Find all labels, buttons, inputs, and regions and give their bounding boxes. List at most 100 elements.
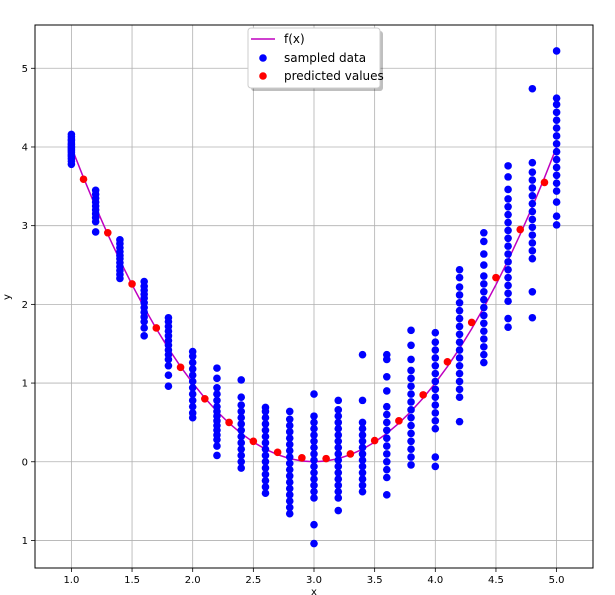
sampled-data-point [261, 445, 270, 453]
sampled-data-point [67, 130, 76, 139]
x-tick-label: 3.0 [306, 575, 322, 586]
sampled-data-point [358, 468, 367, 477]
sampled-data-point [261, 476, 270, 485]
sampled-data-point [213, 402, 221, 411]
sampled-data-point [382, 410, 391, 419]
sampled-data-point [310, 431, 318, 439]
sampled-data-point [407, 382, 415, 391]
sampled-data-point [358, 350, 367, 359]
x-tick-label: 2.5 [245, 575, 261, 586]
sampled-data-point [334, 443, 343, 452]
sampled-data-point [213, 451, 221, 460]
sampled-data-point [528, 215, 537, 224]
sampled-data-point [188, 358, 197, 367]
sampled-data-point [480, 350, 488, 359]
sampled-data-point [310, 390, 318, 398]
legend-label-predicted: predicted values [284, 69, 384, 83]
sampled-data-point [455, 338, 464, 346]
sampled-data-point [480, 280, 488, 288]
sampled-data-point [310, 437, 318, 446]
sampled-data-point [237, 457, 246, 466]
sampled-data-point [431, 453, 440, 461]
sampled-data-point [431, 354, 440, 362]
sampled-data-point [504, 202, 512, 211]
sampled-data-point [237, 439, 246, 447]
sampled-data-point [213, 396, 221, 405]
sampled-data-point [285, 478, 294, 487]
sampled-data-point [261, 464, 270, 472]
sampled-data-point [382, 442, 391, 450]
sampled-data-point [455, 361, 464, 370]
sampled-data-point [528, 176, 537, 184]
sampled-data-point [504, 314, 512, 323]
sampled-data-point [528, 184, 537, 192]
sampled-data-point [431, 462, 440, 471]
sampled-data-point [382, 473, 391, 482]
sampled-data-point [480, 327, 488, 335]
sampled-data-point [382, 372, 391, 381]
predicted-value-point [395, 417, 403, 425]
sampled-data-point [310, 475, 318, 483]
sampled-data-point [552, 187, 561, 195]
sampled-data-point [504, 323, 512, 331]
y-tick-label: 1 [22, 536, 28, 547]
sampled-data-point [261, 457, 270, 466]
sampled-data-point [213, 442, 221, 450]
sampled-data-point [504, 226, 512, 235]
sampled-data-point [504, 273, 512, 282]
sampled-data-point [455, 369, 464, 378]
sampled-data-point [140, 277, 148, 286]
sampled-data-point [455, 314, 464, 323]
sampled-data-point [407, 398, 415, 406]
sampled-data-point [480, 295, 488, 304]
sampled-data-point [310, 424, 318, 433]
sampled-data-point [504, 258, 512, 266]
predicted-value-point [103, 228, 112, 237]
predicted-value-point [516, 225, 525, 234]
sampled-data-point [310, 520, 318, 529]
sampled-data-point [285, 497, 294, 505]
sampled-data-point [431, 417, 440, 425]
x-tick-label: 4.0 [427, 575, 443, 586]
sampled-data-point [261, 426, 270, 435]
sampled-data-point [455, 265, 464, 274]
sampled-data-point [480, 228, 488, 237]
sampled-data-point [358, 456, 367, 464]
sampled-data-point [431, 377, 440, 386]
sampled-data-point [528, 191, 537, 200]
sampled-data-point [334, 456, 343, 464]
sampled-data-point [528, 254, 537, 263]
legend-label-fx: f(x) [284, 32, 305, 46]
sampled-data-point [431, 369, 440, 378]
sampled-data-point [310, 539, 318, 548]
sampled-data-point [285, 503, 294, 512]
predicted-value-point [540, 178, 549, 187]
predicted-value-point [467, 318, 476, 327]
sampled-data-point [455, 283, 464, 291]
sampled-data-point [358, 396, 367, 405]
sampled-data-point [382, 457, 391, 466]
predicted-value-point [443, 358, 452, 366]
predicted-value-point [128, 280, 136, 288]
sampled-data-point [504, 265, 512, 274]
sampled-data-point [455, 385, 464, 394]
sampled-data-point [358, 431, 367, 439]
predicted-value-point [419, 391, 427, 399]
sampled-data-point [237, 393, 246, 402]
sampled-data-point [480, 237, 488, 246]
sampled-data-point [188, 409, 197, 417]
sampled-data-point [334, 450, 343, 458]
sampled-data-point [310, 481, 318, 490]
predicted-value-point [79, 175, 88, 184]
sampled-data-point [528, 239, 537, 247]
predicted-value-point [152, 324, 161, 332]
sampled-data-point [237, 401, 246, 409]
sampled-data-point [552, 124, 561, 132]
sampled-data-point [407, 374, 415, 383]
sampled-data-point [188, 347, 197, 356]
sampled-data-point [261, 483, 270, 491]
sampled-data-point [382, 418, 391, 427]
sampled-data-point [382, 350, 391, 359]
legend-label-sampled: sampled data [284, 51, 366, 65]
sampled-data-point [237, 464, 246, 472]
